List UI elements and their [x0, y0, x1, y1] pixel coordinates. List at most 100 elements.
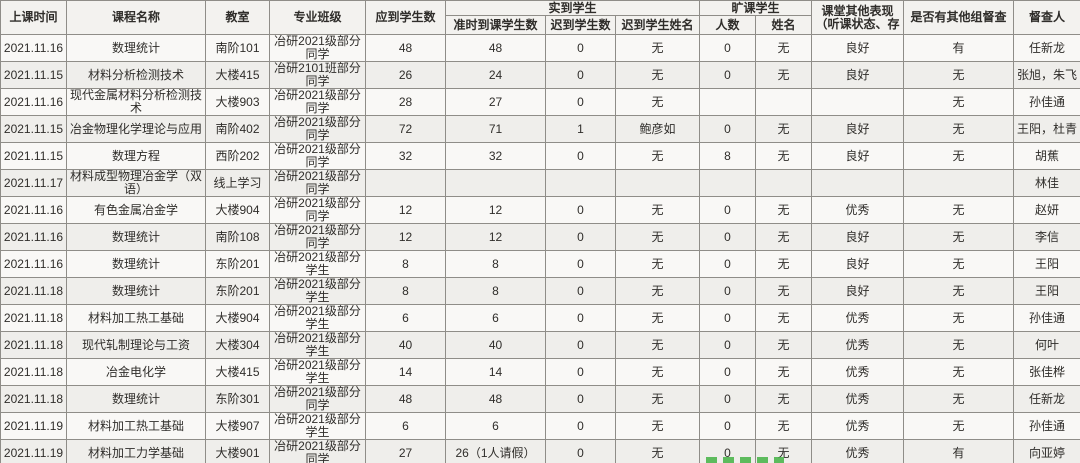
- table-header: 上课时间 课程名称 教室 专业班级 应到学生数 实到学生 旷课学生 课堂其他表现…: [0, 0, 1080, 35]
- cell-course-name: 数理统计: [66, 277, 206, 305]
- cell-course-name: 数理统计: [66, 250, 206, 278]
- cell-major-class: 冶研2101班部分同学: [269, 61, 366, 89]
- cell-course-name: 材料加工热工基础: [66, 412, 206, 440]
- cell-on-time-count: 6: [445, 412, 546, 440]
- cell-late-names: 无: [614, 331, 701, 359]
- cell-expected-count: 28: [365, 88, 446, 116]
- cell-on-time-count: 12: [445, 223, 546, 251]
- cell-absent-names: 无: [755, 142, 813, 170]
- cell-absent-names: 无: [755, 61, 813, 89]
- cell-late-count: 0: [545, 34, 616, 62]
- cell-course-name: 材料分析检测技术: [66, 61, 206, 89]
- cell-inspector: 胡蕉: [1013, 142, 1080, 170]
- col-header-inspector: 督查人: [1013, 0, 1080, 35]
- cell-classroom: 东阶301: [205, 385, 270, 413]
- cell-late-names: 无: [614, 88, 701, 116]
- cell-major-class: 冶研2021级部分学生: [269, 358, 366, 386]
- cell-major-class: 冶研2021级部分同学: [269, 385, 366, 413]
- table-row: 2021.11.16 现代金属材料分析检测技术 大楼903 冶研2021级部分同…: [0, 88, 1080, 116]
- cell-classroom: 东阶201: [205, 277, 270, 305]
- cell-on-time-count: 8: [445, 250, 546, 278]
- cell-absent-names: [755, 88, 813, 116]
- table-row: 2021.11.15 数理方程 西阶202 冶研2021级部分同学 32 32 …: [0, 142, 1080, 170]
- cell-on-time-count: 26（1人请假）: [445, 439, 546, 463]
- table-row: 2021.11.15 材料分析检测技术 大楼415 冶研2101班部分同学 26…: [0, 61, 1080, 89]
- cell-absent-names: [755, 169, 813, 197]
- cell-late-names: 无: [614, 61, 701, 89]
- cell-class-time: 2021.11.16: [0, 196, 67, 224]
- cell-class-performance: 优秀: [811, 331, 905, 359]
- cell-class-performance: 优秀: [811, 439, 905, 463]
- cell-major-class: 冶研2021级部分同学: [269, 169, 366, 197]
- cell-late-count: 0: [545, 88, 616, 116]
- cell-absent-names: 无: [755, 331, 813, 359]
- cell-inspector: 任新龙: [1013, 385, 1080, 413]
- cell-expected-count: [365, 169, 446, 197]
- cell-major-class: 冶研2021级部分同学: [269, 142, 366, 170]
- cell-class-performance: 良好: [811, 223, 905, 251]
- cell-other-supervision: 无: [903, 358, 1015, 386]
- cell-absent-names: 无: [755, 250, 813, 278]
- cell-absent-names: 无: [755, 223, 813, 251]
- cell-on-time-count: 27: [445, 88, 546, 116]
- cell-expected-count: 6: [365, 412, 446, 440]
- table-row: 2021.11.18 冶金电化学 大楼415 冶研2021级部分学生 14 14…: [0, 358, 1080, 386]
- cell-classroom: 南阶402: [205, 115, 270, 143]
- cell-late-names: 无: [614, 412, 701, 440]
- cell-absent-count: 0: [699, 223, 757, 251]
- cell-on-time-count: 24: [445, 61, 546, 89]
- cell-late-count: 0: [545, 196, 616, 224]
- cell-major-class: 冶研2021级部分同学: [269, 196, 366, 224]
- cell-late-count: 0: [545, 385, 616, 413]
- cell-class-time: 2021.11.15: [0, 115, 67, 143]
- cell-inspector: 张旭，朱飞: [1013, 61, 1080, 89]
- cell-other-supervision: 无: [903, 412, 1015, 440]
- table-row: 2021.11.16 有色金属冶金学 大楼904 冶研2021级部分同学 12 …: [0, 196, 1080, 224]
- cell-other-supervision: 无: [903, 61, 1015, 89]
- cell-late-count: 0: [545, 142, 616, 170]
- cell-on-time-count: 12: [445, 196, 546, 224]
- cell-late-names: 无: [614, 304, 701, 332]
- cell-inspector: 任新龙: [1013, 34, 1080, 62]
- cell-major-class: 冶研2021级部分同学: [269, 439, 366, 463]
- cell-classroom: 东阶201: [205, 250, 270, 278]
- cell-expected-count: 72: [365, 115, 446, 143]
- cell-classroom: 线上学习: [205, 169, 270, 197]
- cell-absent-count: 0: [699, 331, 757, 359]
- cell-late-names: 鲍彦如: [614, 115, 701, 143]
- cell-expected-count: 48: [365, 34, 446, 62]
- cell-major-class: 冶研2021级部分学生: [269, 304, 366, 332]
- cell-class-performance: 良好: [811, 277, 905, 305]
- col-header-class-performance: 课堂其他表现（听课状态、存: [811, 0, 905, 35]
- cell-classroom: 大楼304: [205, 331, 270, 359]
- table-row: 2021.11.16 数理统计 东阶201 冶研2021级部分学生 8 8 0 …: [0, 250, 1080, 278]
- cell-late-count: 0: [545, 358, 616, 386]
- cell-major-class: 冶研2021级部分同学: [269, 223, 366, 251]
- cell-late-names: 无: [614, 250, 701, 278]
- col-header-major-class: 专业班级: [269, 0, 366, 35]
- cell-class-time: 2021.11.16: [0, 34, 67, 62]
- col-group-absent-students: 旷课学生: [699, 0, 813, 16]
- cell-classroom: 大楼903: [205, 88, 270, 116]
- cell-class-time: 2021.11.18: [0, 358, 67, 386]
- cell-class-performance: 优秀: [811, 385, 905, 413]
- col-header-class-time: 上课时间: [0, 0, 67, 35]
- table-row: 2021.11.18 数理统计 东阶201 冶研2021级部分学生 8 8 0 …: [0, 277, 1080, 305]
- cell-classroom: 大楼904: [205, 196, 270, 224]
- cell-inspector: 孙佳通: [1013, 304, 1080, 332]
- cell-late-names: 无: [614, 439, 701, 463]
- cell-on-time-count: 48: [445, 385, 546, 413]
- cell-inspector: 向亚婷: [1013, 439, 1080, 463]
- col-group-actual-students: 实到学生: [444, 0, 701, 16]
- cell-late-count: 0: [545, 412, 616, 440]
- cell-other-supervision: 无: [903, 250, 1015, 278]
- cell-class-performance: 优秀: [811, 412, 905, 440]
- cell-late-names: 无: [614, 277, 701, 305]
- table-row: 2021.11.16 数理统计 南阶101 冶研2021级部分同学 48 48 …: [0, 34, 1080, 62]
- cell-other-supervision: 无: [903, 142, 1015, 170]
- cell-class-time: 2021.11.18: [0, 277, 67, 305]
- cell-absent-count: 0: [699, 277, 757, 305]
- cell-course-name: 现代金属材料分析检测技术: [66, 88, 206, 116]
- table-row: 2021.11.19 材料加工热工基础 大楼907 冶研2021级部分学生 6 …: [0, 412, 1080, 440]
